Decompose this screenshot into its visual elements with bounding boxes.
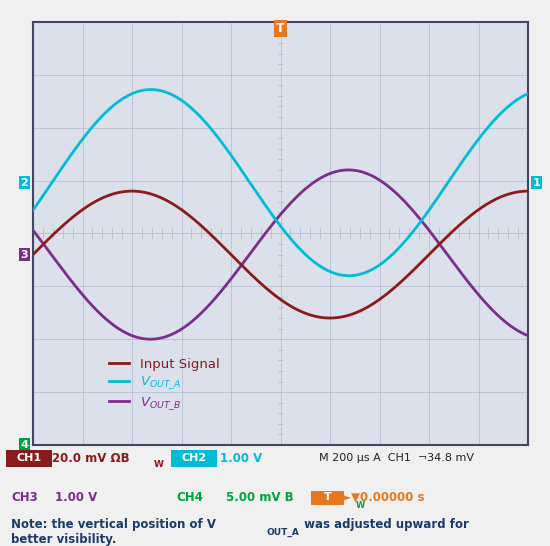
Text: better visibility.: better visibility.: [11, 533, 117, 546]
Text: CH3: CH3: [11, 491, 38, 505]
Text: 2: 2: [20, 177, 28, 188]
Text: was adjusted upward for: was adjusted upward for: [300, 518, 469, 531]
Text: 1.00 V: 1.00 V: [220, 452, 262, 465]
Legend: Input Signal, $V_{OUT\_A}$, $V_{OUT\_B}$: Input Signal, $V_{OUT\_A}$, $V_{OUT\_B}$: [104, 352, 224, 417]
Text: CH2: CH2: [182, 453, 207, 463]
Text: T: T: [323, 492, 331, 502]
Text: CH1: CH1: [16, 453, 42, 463]
Text: M 200 µs A  CH1  ¬34.8 mV: M 200 µs A CH1 ¬34.8 mV: [319, 453, 474, 463]
Text: Note: the vertical position of V: Note: the vertical position of V: [11, 518, 216, 531]
Text: 1.00 V: 1.00 V: [55, 491, 97, 505]
Text: W: W: [356, 501, 365, 510]
FancyBboxPatch shape: [170, 450, 217, 467]
Text: 5.00 mV B: 5.00 mV B: [226, 491, 293, 505]
Text: 3: 3: [20, 250, 28, 259]
Text: W: W: [154, 460, 164, 469]
Text: ►▼0.00000 s: ►▼0.00000 s: [342, 490, 425, 503]
FancyBboxPatch shape: [311, 491, 344, 505]
Text: 1: 1: [533, 177, 541, 188]
Text: 20.0 mV ΩB: 20.0 mV ΩB: [52, 452, 130, 465]
Text: T: T: [276, 22, 285, 35]
FancyBboxPatch shape: [6, 450, 52, 467]
Text: CH4: CH4: [176, 491, 203, 505]
Text: 4: 4: [20, 440, 28, 450]
Text: OUT_A: OUT_A: [267, 527, 300, 537]
